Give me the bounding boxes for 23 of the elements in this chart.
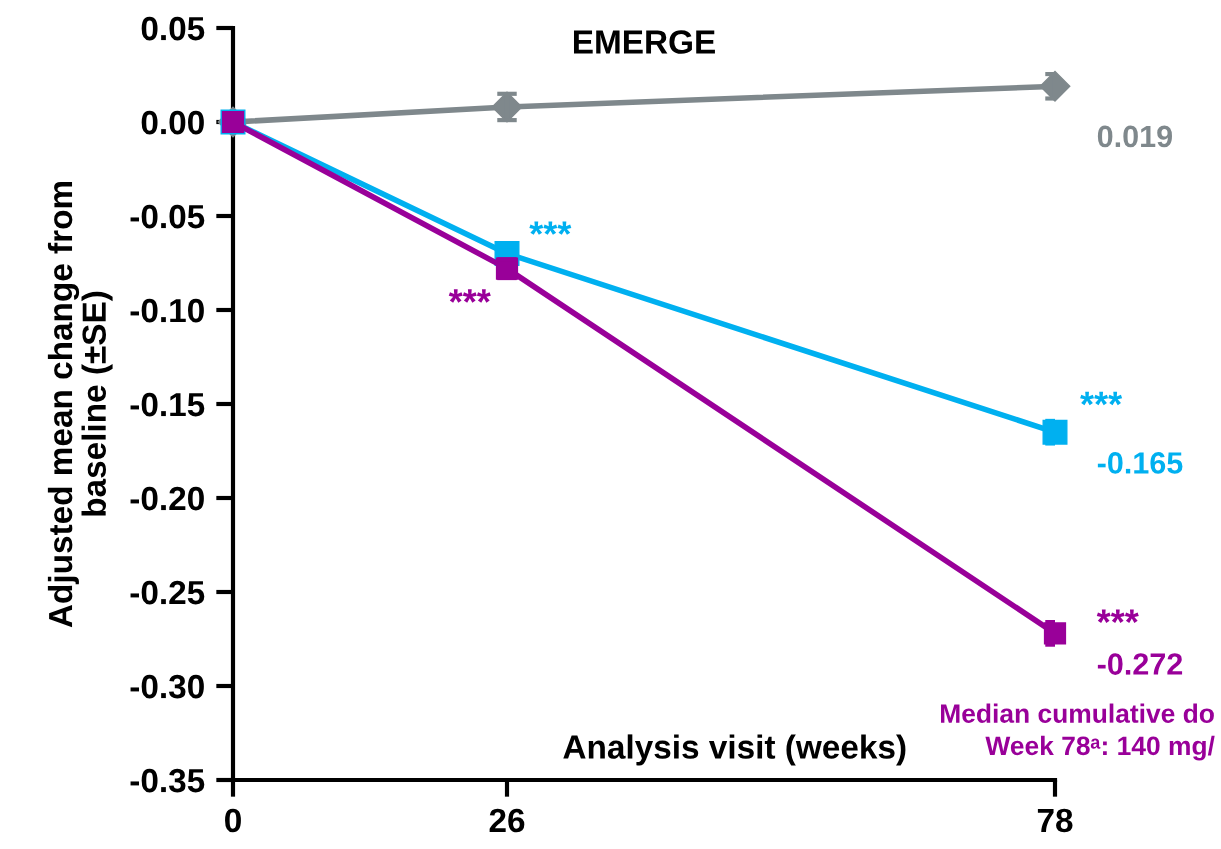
y-tick-label: 0.00 <box>141 110 204 135</box>
y-tick-label: -0.05 <box>130 204 205 229</box>
text: *** <box>1080 391 1123 406</box>
annotation: Median cumulative do Week 78ᵃ: 140 mg/ <box>941 703 1215 761</box>
text: *** <box>1096 609 1139 623</box>
annotation: *** <box>529 221 572 235</box>
x-axis-title: Analysis visit (weeks) <box>563 734 906 766</box>
data-label: -0.272 <box>1097 653 1183 675</box>
data-label: 0.019 <box>1097 125 1172 148</box>
x-tick-label: 0 <box>225 808 241 833</box>
annotation: *** <box>448 289 491 303</box>
x-tick-label: 78 <box>1037 808 1073 833</box>
y-tick-label: -0.35 <box>130 768 205 793</box>
y-tick-label: -0.10 <box>130 298 204 323</box>
y-axis-title: Adjusted mean change from baseline (±SE) <box>47 181 113 628</box>
y-tick-label: -0.15 <box>130 392 205 417</box>
chart-title: EMERGE <box>573 30 715 54</box>
x-tick-label: 26 <box>489 808 525 833</box>
y-tick-label: -0.30 <box>130 674 204 699</box>
data-label: -0.165 <box>1097 452 1183 474</box>
y-tick-label: -0.25 <box>130 580 205 605</box>
y-tick-label: -0.20 <box>130 486 204 511</box>
y-tick-label: 0.05 <box>141 16 205 41</box>
